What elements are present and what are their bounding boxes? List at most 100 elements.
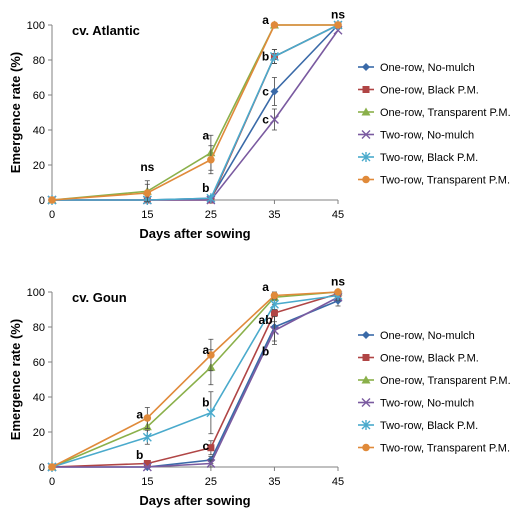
legend-label: One-row, No-mulch bbox=[380, 62, 475, 74]
series-line bbox=[51, 24, 338, 201]
x-tick-label: 35 bbox=[268, 476, 280, 488]
data-point bbox=[142, 462, 152, 472]
series-one-row-no-mulch bbox=[48, 295, 342, 471]
legend-marker bbox=[362, 354, 370, 361]
legend-marker bbox=[362, 63, 370, 71]
significance-label: c bbox=[262, 113, 269, 127]
legend-label: Two-row, Transparent P.M. bbox=[380, 443, 510, 455]
legend-label: One-row, Transparent P.M. bbox=[380, 375, 511, 387]
y-tick-label: 40 bbox=[33, 392, 45, 404]
y-axis-title: Emergence rate (%) bbox=[8, 319, 23, 440]
x-tick-label: 15 bbox=[141, 476, 153, 488]
series-line bbox=[52, 300, 339, 468]
series-one-row-transparent bbox=[47, 20, 343, 204]
y-tick-label: 100 bbox=[27, 287, 45, 299]
data-point bbox=[143, 414, 152, 422]
series-two-row-black bbox=[47, 290, 343, 472]
series-one-row-transparent bbox=[47, 287, 343, 471]
legend-label: Two-row, Black P.M. bbox=[380, 152, 478, 164]
legend-label: Two-row, Black P.M. bbox=[380, 420, 478, 432]
x-tick-label: 45 bbox=[332, 209, 344, 221]
panel-goun: 0 20 40 60 80 100 0 15 25 35 45 Days after sowing Em… bbox=[8, 275, 511, 509]
data-point bbox=[269, 326, 279, 335]
legend-label: One-row, Black P.M. bbox=[380, 353, 479, 365]
x-tick-label: 45 bbox=[332, 476, 344, 488]
significance-label: a bbox=[262, 280, 269, 294]
significance-label: b bbox=[202, 395, 209, 409]
y-tick-label: 20 bbox=[33, 160, 45, 172]
data-point bbox=[206, 459, 216, 468]
series-two-row-black bbox=[47, 20, 343, 205]
data-point bbox=[207, 444, 215, 452]
y-tick-label: 100 bbox=[27, 20, 45, 32]
legend-marker bbox=[362, 443, 370, 452]
data-point bbox=[142, 432, 152, 443]
series-two-row-transparent bbox=[48, 288, 342, 471]
legend-marker bbox=[361, 152, 371, 162]
significance-label: a bbox=[202, 128, 209, 142]
data-point bbox=[207, 155, 215, 164]
data-point bbox=[334, 21, 342, 29]
legend-item: Two-row, No-mulch bbox=[358, 398, 474, 410]
legend-item: Two-row, No-mulch bbox=[358, 130, 474, 142]
data-point bbox=[269, 115, 279, 124]
x-tick-label: 0 bbox=[49, 476, 55, 488]
significance-label: ab bbox=[259, 313, 273, 327]
data-point bbox=[48, 463, 56, 471]
significance-label: a bbox=[136, 408, 143, 422]
y-tick-label: 80 bbox=[33, 55, 45, 67]
significance-label: a bbox=[202, 343, 209, 357]
panel-atlantic: 0 20 40 60 80 100 0 15 25 35 45 Days after sowing Em… bbox=[8, 8, 511, 242]
legend-item: One-row, No-mulch bbox=[358, 330, 475, 342]
legend-label: One-row, No-mulch bbox=[380, 330, 475, 342]
legend-label: Two-row, Transparent P.M. bbox=[380, 175, 510, 187]
legend-label: One-row, Transparent P.M. bbox=[380, 107, 511, 119]
y-axis-title: Emergence rate (%) bbox=[8, 52, 23, 173]
y-tick-label: 80 bbox=[33, 322, 45, 334]
panel-title: cv. Goun bbox=[72, 290, 127, 305]
x-tick-label: 35 bbox=[268, 209, 280, 221]
legend-marker bbox=[361, 107, 371, 116]
legend-marker bbox=[362, 86, 370, 93]
significance-label: b bbox=[262, 345, 269, 359]
legend-label: One-row, Black P.M. bbox=[380, 85, 479, 97]
legend-item: One-row, Black P.M. bbox=[358, 353, 479, 365]
data-point bbox=[143, 460, 151, 467]
legend-marker bbox=[362, 175, 370, 184]
panel-title: cv. Atlantic bbox=[72, 23, 140, 38]
series-one-row-no-mulch bbox=[48, 21, 342, 204]
x-axis-title: Days after sowing bbox=[139, 493, 250, 508]
legend-label: Two-row, No-mulch bbox=[380, 398, 474, 410]
significance-label: a bbox=[262, 13, 269, 27]
legend-item: One-row, No-mulch bbox=[358, 62, 475, 74]
data-point bbox=[48, 196, 56, 204]
legend-marker bbox=[361, 375, 371, 384]
y-tick-label: 60 bbox=[33, 90, 45, 102]
x-tick-label: 0 bbox=[49, 209, 55, 221]
data-point bbox=[270, 21, 279, 29]
series-two-row-no-mulch bbox=[47, 25, 343, 205]
significance-label: ns bbox=[331, 275, 345, 289]
legend-marker bbox=[361, 420, 371, 430]
significance-label: b bbox=[202, 181, 209, 195]
data-point bbox=[269, 51, 279, 62]
series-line bbox=[52, 24, 339, 201]
significance-label: b bbox=[262, 50, 269, 64]
series-line bbox=[52, 29, 339, 201]
series-line bbox=[52, 24, 339, 201]
legend-item: Two-row, Black P.M. bbox=[358, 152, 478, 164]
y-tick-label: 40 bbox=[33, 125, 45, 137]
data-point bbox=[270, 87, 279, 96]
legend-item: One-row, Black P.M. bbox=[358, 85, 479, 97]
data-point bbox=[207, 351, 215, 359]
x-axis-title: Days after sowing bbox=[139, 226, 250, 241]
data-point bbox=[270, 309, 278, 317]
data-point bbox=[269, 299, 279, 310]
y-tick-label: 60 bbox=[33, 357, 45, 369]
data-point bbox=[334, 288, 342, 296]
significance-label: ns bbox=[140, 160, 154, 174]
legend-marker bbox=[361, 130, 371, 139]
data-point bbox=[143, 189, 152, 197]
data-point bbox=[270, 291, 279, 300]
